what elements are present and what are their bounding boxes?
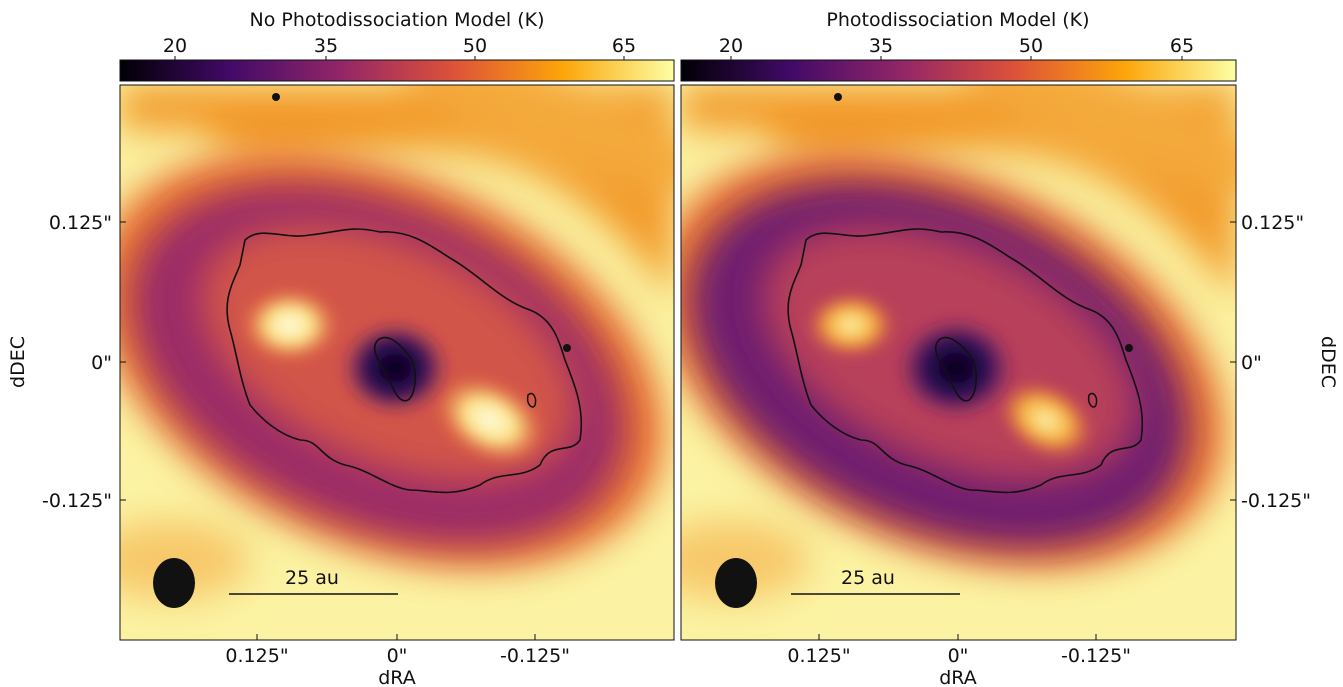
y-axis-label: dDEC	[7, 336, 29, 388]
y-tick-label: 0"	[91, 352, 112, 374]
x-tick-label: -0.125"	[1061, 645, 1131, 667]
colorbar-tick-label: 50	[1019, 35, 1043, 57]
contour-line-right	[787, 228, 1144, 494]
colorbar-tick-label: 35	[869, 35, 893, 57]
colorbar-right: Photodissociation Model (K) 20 35 50 65	[680, 9, 1237, 82]
contour-small-left	[526, 392, 537, 408]
colorbar-left: No Photodissociation Model (K) 20 35 50 …	[119, 9, 675, 82]
y-axis-label: dDEC	[1317, 336, 1339, 388]
y-tick-label: 0.125"	[49, 212, 112, 234]
colorbar-tick-label: 65	[612, 35, 636, 57]
x-tick-label: 0"	[948, 645, 969, 667]
x-axis-left: 0.125" 0" -0.125" dRA	[225, 634, 570, 687]
colorbar-tick-label: 65	[1170, 35, 1194, 57]
source-marker	[1125, 344, 1133, 352]
x-axis-label: dRA	[378, 667, 416, 687]
temperature-map-right	[681, 85, 1236, 640]
contour-core-left	[373, 336, 417, 402]
y-axis-right: 0.125" 0" -0.125" dDEC	[1230, 212, 1339, 512]
contour-core-right	[934, 336, 978, 402]
y-tick-label: 0"	[1241, 352, 1262, 374]
y-tick-label: 0.125"	[1241, 212, 1304, 234]
colorbar-tick-label: 50	[463, 35, 487, 57]
source-marker	[563, 344, 571, 352]
x-tick-label: 0.125"	[787, 645, 850, 667]
colorbar-tick-label: 20	[163, 35, 187, 57]
beam-ellipse	[715, 558, 757, 608]
y-axis-left: 0.125" 0" -0.125" dDEC	[7, 212, 126, 512]
scale-bar-label: 25 au	[841, 567, 895, 589]
contour-line-left	[226, 228, 583, 494]
temperature-map-left	[120, 85, 674, 640]
beam-ellipse	[153, 558, 195, 608]
y-tick-label: -0.125"	[1241, 490, 1311, 512]
colorbar-title: No Photodissociation Model (K)	[249, 9, 544, 31]
contour-small-right	[1087, 392, 1098, 408]
colorbar-title: Photodissociation Model (K)	[826, 9, 1089, 31]
x-tick-label: 0"	[387, 645, 408, 667]
colorbar-strip	[680, 59, 1237, 82]
x-tick-label: 0.125"	[225, 645, 288, 667]
colorbar-tick-label: 35	[314, 35, 338, 57]
x-axis-label: dRA	[939, 667, 977, 687]
source-marker	[272, 93, 280, 101]
source-marker	[834, 93, 842, 101]
x-axis-right: 0.125" 0" -0.125" dRA	[787, 634, 1131, 687]
scale-bar-label: 25 au	[285, 567, 339, 589]
colorbar-strip	[119, 59, 675, 82]
colorbar-tick-label: 20	[719, 35, 743, 57]
x-tick-label: -0.125"	[500, 645, 570, 667]
y-tick-label: -0.125"	[42, 490, 112, 512]
